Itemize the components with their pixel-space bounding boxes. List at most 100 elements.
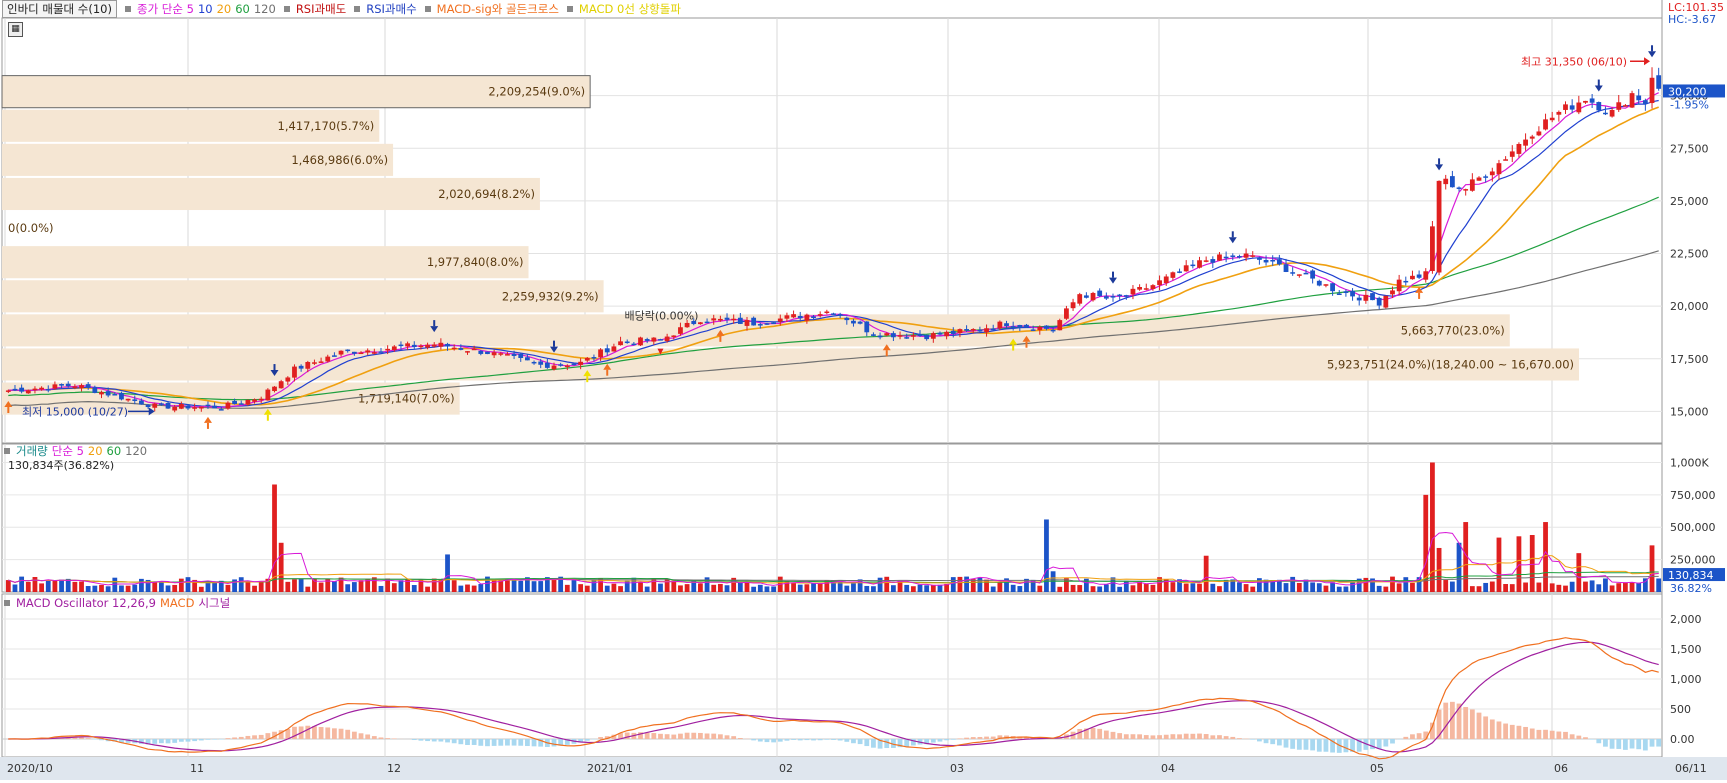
- calculator-icon[interactable]: ▦: [8, 22, 23, 37]
- macd-oscillator-bar: [824, 739, 829, 740]
- candle-body: [92, 387, 97, 393]
- ma20-legend[interactable]: 20: [217, 2, 232, 16]
- candle-body: [245, 400, 250, 405]
- volume-bar: [92, 586, 97, 592]
- macd-oscillator-bar: [718, 734, 723, 739]
- candle-body: [452, 348, 457, 350]
- macd-oscillator-bar: [1563, 732, 1568, 739]
- volume-ma60-legend[interactable]: 60: [107, 444, 122, 458]
- volume-bar: [1450, 582, 1455, 592]
- macd-oscillator-bar: [1224, 736, 1229, 739]
- candle-body: [146, 405, 151, 407]
- volume-bar: [478, 584, 483, 592]
- volume-bar: [1077, 585, 1082, 592]
- volume-bar: [718, 584, 723, 592]
- volume-bar: [818, 584, 823, 592]
- signal-line-legend[interactable]: 시그널: [198, 595, 230, 611]
- candle-body: [512, 354, 517, 356]
- volume-bar: [958, 577, 963, 592]
- volume-bar: [552, 579, 557, 592]
- macd-zero-cross-legend[interactable]: MACD 0선 상향돌파: [579, 1, 681, 17]
- candle-body: [851, 321, 856, 324]
- volume-ma20-legend[interactable]: 20: [88, 444, 103, 458]
- candle-body: [671, 335, 676, 337]
- candle-body: [1184, 265, 1189, 271]
- rsi-buy-legend[interactable]: RSI과매수: [366, 1, 416, 17]
- candle-body: [1224, 257, 1229, 259]
- macd-oscillator-bar: [419, 739, 424, 741]
- candle-body: [1144, 288, 1149, 290]
- macd-oscillator-bar: [585, 739, 590, 741]
- macd-oscillator-bar: [1490, 719, 1495, 739]
- macd-oscillator-bar: [206, 739, 211, 740]
- volume-bar: [279, 543, 284, 592]
- price-axis-tick: 15,000: [1670, 405, 1709, 418]
- macd-oscillator-bar: [492, 739, 497, 746]
- macd-line-legend[interactable]: MACD: [160, 596, 194, 610]
- macd-oscillator-bar: [685, 733, 690, 739]
- volume-bar: [498, 580, 503, 592]
- candle-body: [1403, 281, 1408, 283]
- candle-body: [1264, 260, 1269, 262]
- ma-legend-label[interactable]: 종가 단순 5: [137, 1, 194, 17]
- volume-bar: [638, 582, 643, 592]
- candle-body: [1583, 101, 1588, 103]
- candle-body: [1443, 179, 1448, 184]
- macd-oscillator-bar: [1616, 739, 1621, 749]
- candle-body: [858, 322, 863, 324]
- rsi-sell-legend[interactable]: RSI과매도: [296, 1, 346, 17]
- candle-body: [1377, 298, 1382, 306]
- volume-bar: [918, 585, 923, 592]
- candle-body: [1590, 98, 1595, 102]
- volume-bar: [671, 581, 676, 592]
- x-axis-label: 02: [779, 762, 793, 775]
- candle-body: [1164, 276, 1169, 283]
- candle-body: [379, 351, 384, 353]
- macd-oscillator-bar: [765, 739, 770, 742]
- candle-body: [1477, 178, 1482, 181]
- macd-oscillator-bar: [758, 739, 763, 742]
- volume-bar: [964, 577, 969, 592]
- ma120-legend[interactable]: 120: [254, 2, 276, 16]
- candle-body: [438, 343, 443, 347]
- candle-body: [1510, 151, 1515, 156]
- candle-body: [1517, 144, 1522, 154]
- candle-body: [385, 349, 390, 351]
- candle-body: [631, 344, 636, 346]
- volume-bar: [991, 587, 996, 592]
- volume-ma-label[interactable]: 단순 5: [52, 443, 84, 459]
- macd-oscillator-bar: [359, 733, 364, 739]
- candle-body: [1250, 255, 1255, 257]
- candle-body: [625, 342, 630, 344]
- volume-bar: [412, 585, 417, 592]
- macd-oscillator-bar: [725, 735, 730, 739]
- volume-bar: [512, 580, 517, 592]
- macd-oscillator-bar: [771, 739, 776, 742]
- macd-oscillator-bar: [1483, 716, 1488, 739]
- volume-bar: [1497, 538, 1502, 592]
- macd-oscillator-bar: [1570, 734, 1575, 739]
- ma10-legend[interactable]: 10: [198, 2, 213, 16]
- volume-bar: [53, 581, 58, 592]
- volume-bar: [751, 587, 756, 592]
- volume-legend-title[interactable]: 거래량: [16, 443, 48, 459]
- macd-oscillator-bar: [978, 737, 983, 739]
- macd-oscillator-bar: [1264, 739, 1269, 743]
- x-axis-label: 03: [950, 762, 964, 775]
- macd-oscillator-bar: [1503, 724, 1508, 739]
- ma60-legend[interactable]: 60: [235, 2, 250, 16]
- macd-golden-cross-legend[interactable]: MACD-sig와 골든크로스: [437, 1, 559, 17]
- volume-ma120-legend[interactable]: 120: [125, 444, 147, 458]
- macd-oscillator-bar: [1650, 739, 1655, 747]
- candle-body: [1004, 323, 1009, 326]
- volume-bar: [1563, 586, 1568, 592]
- macd-legend: MACD Oscillator 12,26,9 MACD 시그널: [2, 595, 230, 611]
- macd-oscillator-bar: [931, 739, 936, 743]
- volume-profile-indicator-pill[interactable]: 인바디 매물대 수(10): [2, 0, 117, 18]
- volume-bar: [112, 578, 117, 592]
- macd-oscillator-legend[interactable]: MACD Oscillator 12,26,9: [16, 596, 156, 610]
- macd-oscillator-bar: [858, 739, 863, 744]
- macd-oscillator-bar: [1523, 727, 1528, 739]
- volume-bar: [59, 580, 64, 592]
- candle-body: [831, 313, 836, 315]
